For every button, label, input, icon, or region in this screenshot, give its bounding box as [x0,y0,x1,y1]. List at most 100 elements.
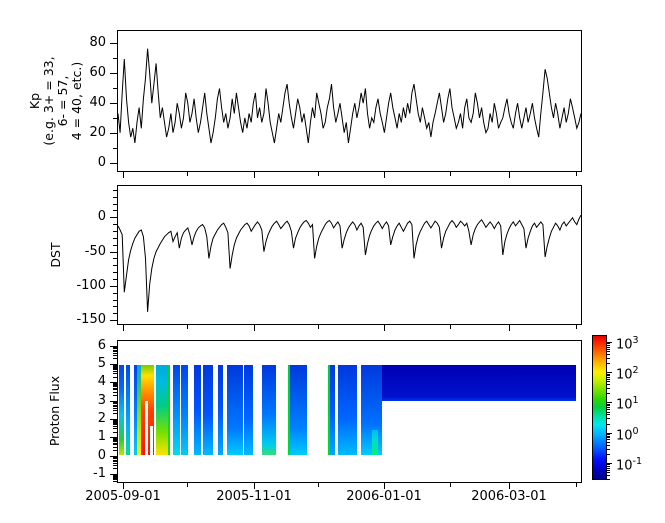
colorbar-minor-tick [607,384,610,385]
y-minor-tick [113,406,117,407]
y-minor-tick [113,457,117,458]
y-tick-label: 0 [97,155,106,170]
y-minor-tick [113,450,117,451]
y-minor-tick [113,444,117,445]
flux-stripe [288,364,291,455]
y-minor-tick [113,395,117,396]
y-major-tick [110,437,117,438]
colorbar-minor-tick [607,388,610,389]
colorbar-tick-label: 103 [616,335,639,353]
y-tick-label: -100 [76,278,106,293]
y-major-tick [110,286,117,287]
colorbar-minor-tick [607,439,610,440]
colorbar-tick-label: 101 [616,395,639,413]
y-major-tick [110,382,117,383]
colorbar-minor-tick [607,466,610,467]
colorbar-minor-tick [607,358,610,359]
x-minor-tick [576,325,577,329]
y-major-tick [110,419,117,420]
y-minor-tick [113,377,117,378]
colorbar-minor-tick [607,345,610,346]
colorbar-minor-tick [607,354,610,355]
y-minor-tick [113,439,117,440]
x-minor-tick [450,483,451,487]
flux-stripe [328,364,331,455]
y-minor-tick [113,300,117,301]
y-tick-label: 20 [89,125,106,140]
y-minor-tick [113,476,117,477]
colorbar-minor-tick [607,405,610,406]
flux-stripe [261,364,277,455]
y-minor-tick [113,386,117,387]
colorbar-minor-tick [607,414,610,415]
colorbar-minor-tick [607,349,610,350]
y-minor-tick [113,428,117,429]
y-minor-tick [113,388,117,389]
y-major-tick [110,103,117,104]
y-minor-tick [113,479,117,480]
y-minor-tick [113,443,117,444]
colorbar [592,335,607,480]
x-major-tick [384,325,385,331]
y-tick-label: 2 [97,411,106,426]
y-tick-label: 5 [97,356,106,371]
y-minor-tick [113,367,117,368]
x-tick-label: 2005-11-01 [216,489,292,504]
kp-panel [117,30,582,172]
y-tick-label: 0 [97,448,106,463]
y-minor-tick [113,460,117,461]
y-major-tick [110,364,117,365]
y-minor-tick [113,224,117,225]
flux-stripe [330,364,335,455]
x-minor-tick [318,483,319,487]
flux-stripe [136,364,142,455]
y-minor-tick [113,351,117,352]
flux-stripe [155,364,168,455]
flux-stripe [243,364,253,455]
y-tick-label: 4 [97,374,106,389]
colorbar-minor-tick [607,381,610,382]
colorbar-major-tick [607,372,612,373]
colorbar-minor-tick [607,375,610,376]
flux-stripe [338,364,357,455]
y-minor-tick [113,272,117,273]
colorbar-minor-tick [607,377,610,378]
y-minor-tick [113,440,117,441]
y-minor-tick [113,293,117,294]
x-minor-tick [576,483,577,487]
kp-line-plot [118,48,581,144]
y-minor-tick [113,368,117,369]
y-minor-tick [113,405,117,406]
flux-stripe [372,429,378,455]
colorbar-tick-label: 100 [616,426,639,444]
colorbar-minor-tick [607,351,610,352]
y-minor-tick [113,441,117,442]
y-minor-tick [113,481,117,482]
colorbar-tick-label: 10-1 [616,456,643,474]
y-minor-tick [113,231,117,232]
colorbar-minor-tick [607,347,610,348]
x-major-tick [384,483,385,489]
x-minor-tick [187,172,188,176]
colorbar-minor-tick [607,379,610,380]
y-major-tick [110,252,117,253]
y-minor-tick [113,265,117,266]
y-minor-tick [113,258,117,259]
y-minor-tick [113,458,117,459]
colorbar-minor-tick [607,407,610,408]
dst-line-plot [118,214,581,312]
y-minor-tick [113,353,117,354]
y-major-tick [110,217,117,218]
y-minor-tick [113,413,117,414]
dst-y-axis-label: DST [48,242,63,268]
colorbar-minor-tick [607,424,610,425]
colorbar-minor-tick [607,374,610,375]
colorbar-major-tick [607,463,612,464]
y-minor-tick [113,447,117,448]
x-major-tick [123,483,124,489]
y-minor-tick [113,410,117,411]
y-minor-tick [113,245,117,246]
colorbar-minor-tick [607,418,610,419]
y-minor-tick [113,197,117,198]
